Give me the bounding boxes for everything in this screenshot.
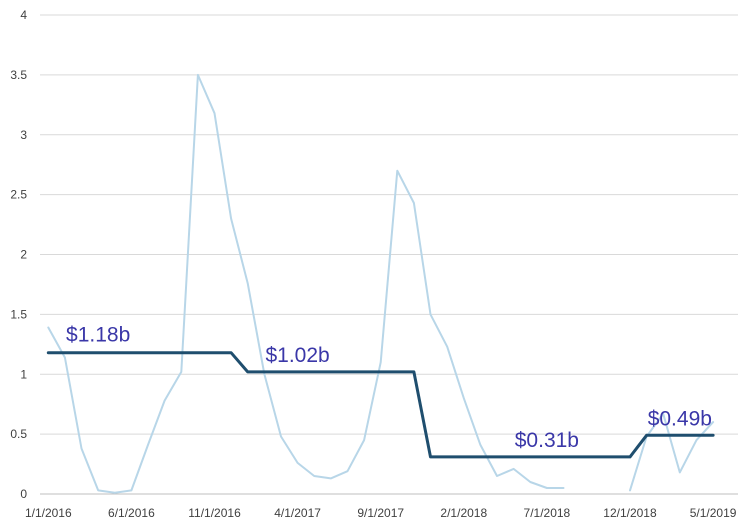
x-tick-label: 2/1/2018 xyxy=(440,506,487,520)
y-tick-label: 1 xyxy=(20,367,27,381)
y-tick-label: 0.5 xyxy=(10,427,27,441)
x-tick-label: 7/1/2018 xyxy=(524,506,571,520)
x-tick-label: 9/1/2017 xyxy=(357,506,404,520)
x-tick-label: 1/1/2016 xyxy=(25,506,72,520)
annotation-label: $0.49b xyxy=(648,407,712,430)
y-tick-label: 0 xyxy=(20,487,27,501)
y-tick-label: 3 xyxy=(20,128,27,142)
annotation-label: $0.31b xyxy=(515,429,579,452)
annotation-label: $1.02b xyxy=(265,344,329,367)
y-tick-label: 2.5 xyxy=(10,188,27,202)
y-tick-label: 2 xyxy=(20,248,27,262)
series-line-1 xyxy=(629,412,715,492)
y-tick-label: 3.5 xyxy=(10,68,27,82)
y-tick-label: 1.5 xyxy=(10,307,27,321)
series-line-1 xyxy=(47,73,565,494)
series-line-2 xyxy=(46,351,715,459)
x-tick-label: 6/1/2016 xyxy=(108,506,155,520)
x-tick-label: 5/1/2019 xyxy=(690,506,737,520)
x-tick-label: 11/1/2016 xyxy=(188,506,241,520)
x-tick-label: 12/1/2018 xyxy=(603,506,657,520)
annotation-label: $1.18b xyxy=(66,324,130,347)
x-tick-label: 4/1/2017 xyxy=(274,506,321,520)
y-tick-label: 4 xyxy=(20,8,27,22)
